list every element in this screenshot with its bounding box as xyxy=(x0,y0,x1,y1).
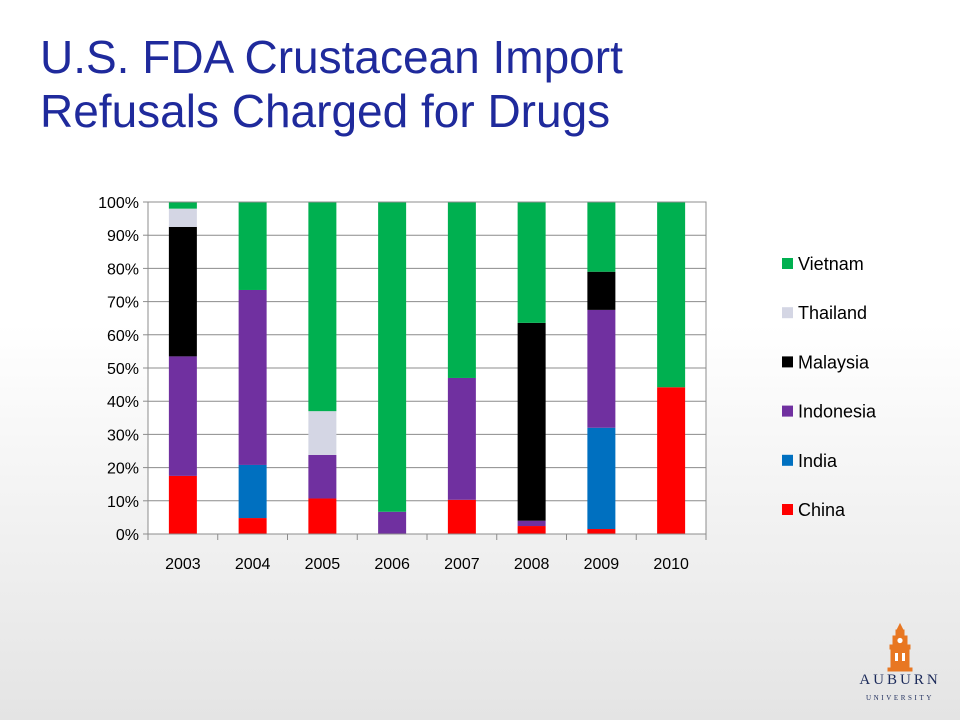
bar-indonesia-2008 xyxy=(517,520,546,527)
y-tick-label: 0% xyxy=(116,527,139,544)
plot-border xyxy=(147,201,707,535)
bar-china-2003 xyxy=(168,475,197,534)
bar-vietnam-2007 xyxy=(447,202,476,378)
title-line-1: U.S. FDA Crustacean Import xyxy=(40,31,623,83)
clock-tower-icon xyxy=(887,622,913,672)
bar-china-2005 xyxy=(308,498,337,534)
bar-malaysia-2008 xyxy=(517,322,546,521)
bar-vietnam-2008 xyxy=(517,202,546,323)
bar-vietnam-2005 xyxy=(308,202,337,412)
bar-india-2004 xyxy=(238,464,267,519)
x-tick-label: 2005 xyxy=(305,556,341,573)
bar-indonesia-2003 xyxy=(168,356,197,476)
legend-label-china: China xyxy=(798,500,846,520)
legend-swatch-vietnam xyxy=(782,258,793,269)
bar-china-2008 xyxy=(517,526,546,534)
x-tick-label: 2010 xyxy=(653,556,689,573)
bar-vietnam-2004 xyxy=(238,202,267,290)
legend-swatch-indonesia xyxy=(782,405,793,417)
y-tick-label: 30% xyxy=(107,427,139,444)
y-tick-label: 80% xyxy=(107,261,139,278)
bar-indonesia-2007 xyxy=(447,377,476,500)
title-line-2: Refusals Charged for Drugs xyxy=(40,85,611,137)
logo-subtitle: UNIVERSITY xyxy=(866,694,934,702)
legend-label-malaysia: Malaysia xyxy=(798,352,870,372)
y-tick-label: 40% xyxy=(107,394,139,411)
bar-india-2009 xyxy=(587,427,616,530)
bar-indonesia-2004 xyxy=(238,289,267,465)
y-tick-label: 50% xyxy=(107,361,139,378)
legend-swatch-malaysia xyxy=(782,356,793,368)
bar-china-2004 xyxy=(238,518,267,534)
bar-malaysia-2009 xyxy=(587,271,616,310)
legend-label-india: India xyxy=(798,451,838,471)
legend-swatch-thailand xyxy=(782,307,793,319)
y-tick-label: 90% xyxy=(107,228,139,245)
logo-wordmark: AUBURN xyxy=(859,672,941,688)
bar-malaysia-2003 xyxy=(168,226,197,357)
legend-label-thailand: Thailand xyxy=(798,303,867,323)
y-tick-label: 20% xyxy=(107,461,139,478)
x-tick-label: 2007 xyxy=(444,556,480,573)
y-tick-label: 100% xyxy=(98,195,139,212)
y-tick-label: 10% xyxy=(107,494,139,511)
bar-vietnam-2003 xyxy=(168,202,197,209)
bar-thailand-2005 xyxy=(308,411,337,455)
bar-vietnam-2010 xyxy=(657,202,686,388)
bar-china-2009 xyxy=(587,529,616,534)
slide-title: U.S. FDA Crustacean Import Refusals Char… xyxy=(40,30,920,138)
bar-vietnam-2009 xyxy=(587,202,616,272)
university-logo: AUBURN UNIVERSITY xyxy=(852,622,948,712)
legend-label-indonesia: Indonesia xyxy=(798,402,877,422)
bar-china-2007 xyxy=(447,499,476,534)
bar-indonesia-2009 xyxy=(587,309,616,428)
bar-thailand-2003 xyxy=(168,208,197,227)
legend-swatch-india xyxy=(782,454,793,466)
x-tick-label: 2006 xyxy=(374,556,410,573)
legend-swatch-china xyxy=(782,504,793,515)
y-tick-label: 60% xyxy=(107,328,139,345)
bar-vietnam-2006 xyxy=(378,202,407,512)
legend-label-vietnam: Vietnam xyxy=(798,254,864,274)
x-tick-label: 2008 xyxy=(514,556,550,573)
bar-china-2010 xyxy=(657,387,686,534)
x-tick-label: 2003 xyxy=(165,556,201,573)
bar-indonesia-2005 xyxy=(308,454,337,499)
bar-indonesia-2006 xyxy=(378,511,407,534)
x-tick-label: 2009 xyxy=(584,556,620,573)
x-tick-label: 2004 xyxy=(235,556,271,573)
y-tick-label: 70% xyxy=(107,295,139,312)
